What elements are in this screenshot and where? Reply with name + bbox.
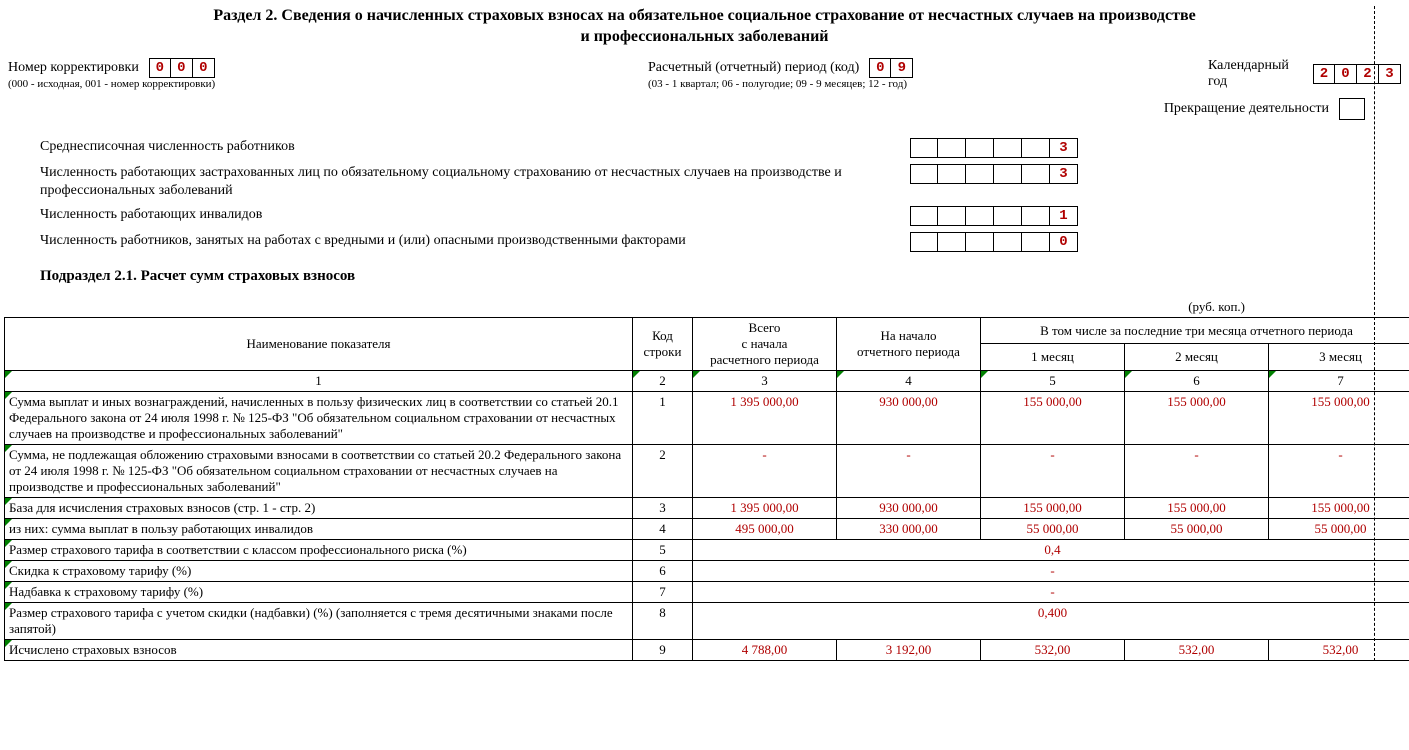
row-val: 55 000,00	[1125, 518, 1269, 539]
row-val: -	[1269, 444, 1409, 497]
th-num-4: 4	[837, 370, 981, 391]
year-label: Календарный год	[1208, 58, 1303, 90]
th-m1: 1 месяц	[981, 344, 1125, 371]
row-val: 155 000,00	[1269, 391, 1409, 444]
th-code: Код строки	[633, 317, 693, 370]
row-val: 532,00	[981, 639, 1125, 660]
row-val-merged: 0,400	[693, 602, 1409, 639]
row-val: 532,00	[1269, 639, 1409, 660]
calc-table: Наименование показателя Код строки Всего…	[4, 317, 1409, 661]
row-val: 930 000,00	[837, 497, 981, 518]
row-val: 930 000,00	[837, 391, 981, 444]
row-name: Размер страхового тарифа с учетом скидки…	[5, 602, 633, 639]
th-num-3: 3	[693, 370, 837, 391]
row-val: 3 192,00	[837, 639, 981, 660]
info-r2-label: Численность работающих застрахованных ли…	[40, 164, 910, 200]
th-m3: 3 месяц	[1269, 344, 1409, 371]
th-num-7: 7	[1269, 370, 1409, 391]
info-r2-val: .....3	[910, 164, 1078, 184]
row-code: 4	[633, 518, 693, 539]
info-r4-label: Численность работников, занятых на работ…	[40, 232, 910, 250]
th-name: Наименование показателя	[5, 317, 633, 370]
year-cells: 2023	[1313, 64, 1401, 84]
row-val: 532,00	[1125, 639, 1269, 660]
row-val-merged: 0,4	[693, 539, 1409, 560]
row-name: из них: сумма выплат в пользу работающих…	[5, 518, 633, 539]
row-val: 155 000,00	[1125, 391, 1269, 444]
row-val: -	[981, 444, 1125, 497]
row-val: 155 000,00	[981, 497, 1125, 518]
corr-cells: 000	[149, 58, 215, 78]
row-code: 8	[633, 602, 693, 639]
row-val: -	[693, 444, 837, 497]
row-name: Сумма выплат и иных вознаграждений, начи…	[5, 391, 633, 444]
row-code: 2	[633, 444, 693, 497]
corr-label: Номер корректировки	[8, 60, 139, 76]
row-code: 5	[633, 539, 693, 560]
th-m2: 2 месяц	[1125, 344, 1269, 371]
row-val-merged: -	[693, 560, 1409, 581]
period-label: Расчетный (отчетный) период (код)	[648, 60, 859, 76]
row-val: 1 395 000,00	[693, 497, 837, 518]
row-val: -	[837, 444, 981, 497]
row-name: Сумма, не подлежащая обложению страховым…	[5, 444, 633, 497]
info-r3-val: .....1	[910, 206, 1078, 226]
stop-label: Прекращение деятельности	[1164, 101, 1329, 117]
info-r1-val: .....3	[910, 138, 1078, 158]
row-name: Надбавка к страховому тарифу (%)	[5, 581, 633, 602]
row-code: 9	[633, 639, 693, 660]
row-code: 7	[633, 581, 693, 602]
section-title-1: Раздел 2. Сведения о начисленных страхов…	[213, 7, 1195, 24]
info-r3-label: Численность работающих инвалидов	[40, 206, 910, 224]
th-num-6: 6	[1125, 370, 1269, 391]
th-last3: В том числе за последние три месяца отче…	[981, 317, 1409, 344]
section-title-2: и профессиональных заболеваний	[580, 28, 828, 45]
row-val-merged: -	[693, 581, 1409, 602]
row-val: 55 000,00	[981, 518, 1125, 539]
row-val: 155 000,00	[1125, 497, 1269, 518]
th-num-5: 5	[981, 370, 1125, 391]
info-r4-val: .....0	[910, 232, 1078, 252]
th-start: На началоотчетного периода	[837, 317, 981, 370]
row-val: 1 395 000,00	[693, 391, 837, 444]
row-code: 1	[633, 391, 693, 444]
row-val: 55 000,00	[1269, 518, 1409, 539]
period-sub: (03 - 1 квартал; 06 - полугодие; 09 - 9 …	[648, 78, 1168, 90]
row-name: Скидка к страховому тарифу (%)	[5, 560, 633, 581]
row-code: 6	[633, 560, 693, 581]
row-name: Размер страхового тарифа в соответствии …	[5, 539, 633, 560]
corr-sub: (000 - исходная, 001 - номер корректиров…	[8, 78, 608, 90]
info-r1-label: Среднесписочная численность работников	[40, 138, 910, 156]
row-val: -	[1125, 444, 1269, 497]
th-total: Всегос началарасчетного периода	[693, 317, 837, 370]
unit-label: (руб. коп.)	[4, 299, 1405, 315]
row-name: База для исчисления страховых взносов (с…	[5, 497, 633, 518]
row-val: 4 788,00	[693, 639, 837, 660]
stop-box	[1339, 98, 1365, 120]
th-num-2: 2	[633, 370, 693, 391]
row-val: 155 000,00	[1269, 497, 1409, 518]
row-val: 330 000,00	[837, 518, 981, 539]
period-cells: 09	[869, 58, 913, 78]
row-name: Исчислено страховых взносов	[5, 639, 633, 660]
row-val: 495 000,00	[693, 518, 837, 539]
row-val: 155 000,00	[981, 391, 1125, 444]
sub-title: Подраздел 2.1. Расчет сумм страховых взн…	[40, 268, 1405, 285]
th-num-1: 1	[5, 370, 633, 391]
row-code: 3	[633, 497, 693, 518]
